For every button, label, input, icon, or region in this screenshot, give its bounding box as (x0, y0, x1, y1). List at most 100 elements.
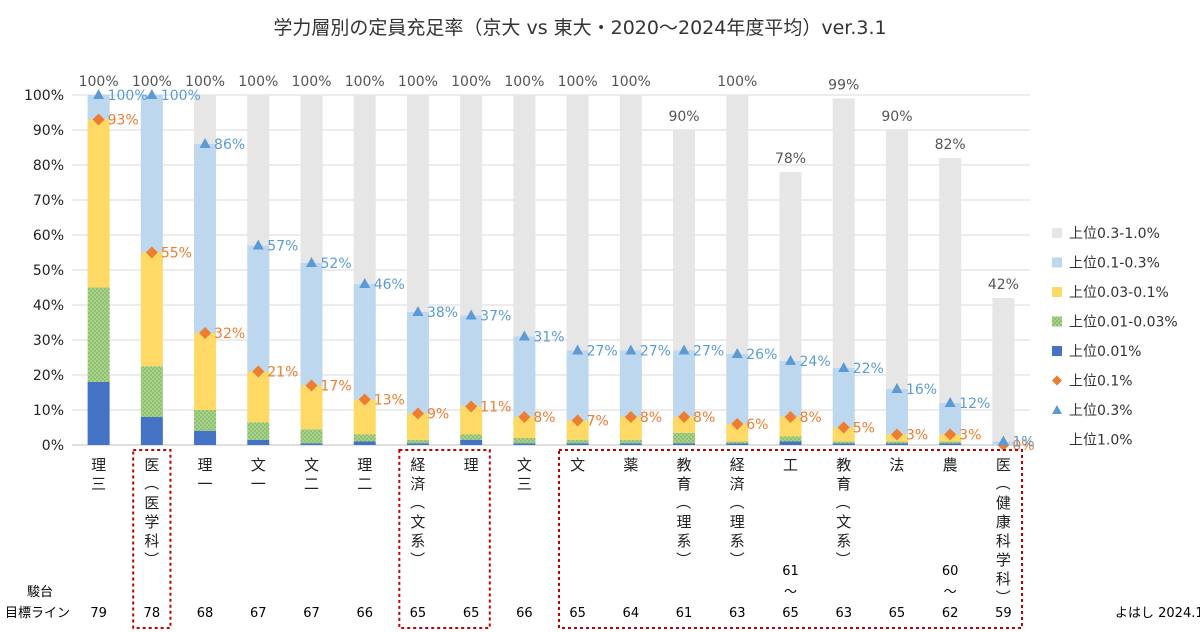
bar-segment (832, 441, 855, 444)
marker-top-0-3 (572, 344, 584, 355)
target-line-value: 68 (197, 606, 214, 621)
bar-segment (513, 95, 536, 337)
marker-top-0-3 (731, 348, 743, 358)
label-total: 90% (881, 109, 912, 125)
bar-segment (460, 406, 483, 435)
label-top-0-3: 1% (1012, 435, 1034, 451)
legend-label: 上位1.0% (1069, 433, 1133, 449)
bar-segment (87, 287, 110, 382)
target-line-value: 78 (144, 606, 161, 621)
marker-top-0-3 (465, 309, 477, 320)
target-line-row: 駿台 目標ライン よはし 2024.10 79 78 68 67 67 66 65 65 66 6… (5, 564, 1200, 621)
bar-segment (832, 98, 855, 368)
bar-segment (460, 439, 483, 445)
y-tick-label: 30% (33, 333, 64, 349)
category-label: 教 (836, 456, 851, 474)
category-label: ） (674, 551, 692, 566)
legend: 上位0.3-1.0% 上位0.1-0.3% 上位0.03-0.1% 上位0.01-0.… (1052, 226, 1178, 449)
marker-top-0-3 (518, 330, 530, 341)
bar-segment (673, 350, 696, 417)
target-line-value: 65 (782, 606, 799, 621)
label-top-0-3: 37% (480, 309, 511, 325)
bar-segment (513, 336, 536, 417)
label-top-0-3: 31% (533, 330, 564, 346)
bar-segment (832, 443, 855, 445)
marker-top-0-3 (306, 257, 317, 267)
legend-swatch (1052, 375, 1062, 386)
bar-segment (885, 441, 908, 444)
label-top-0-3: 26% (746, 347, 777, 363)
label-top-0-1: 55% (161, 246, 192, 262)
label-top-0-1: 7% (587, 414, 609, 430)
category-label: 薬 (623, 456, 638, 474)
marker-top-0-3 (838, 362, 850, 372)
category-label: 健 (996, 494, 1011, 512)
category-label: 系 (410, 532, 425, 550)
bar-segment (673, 432, 696, 444)
marker-top-0-1 (571, 414, 584, 427)
marker-top-0-3 (359, 278, 371, 288)
label-top-0-1: 8% (800, 410, 822, 426)
bar-segment (779, 417, 802, 437)
category-label: 一 (198, 475, 213, 493)
bar-segment (566, 350, 589, 421)
marker-top-0-3 (625, 344, 637, 355)
bar-segment (247, 422, 270, 440)
target-line-value: 67 (250, 606, 267, 621)
marker-top-0-1 (411, 407, 424, 420)
bar-segment (353, 284, 376, 400)
bar-segment (619, 439, 642, 444)
label-top-0-3: 86% (214, 137, 245, 153)
label-top-0-3: 100% (161, 88, 201, 104)
category-label: 文 (836, 513, 851, 531)
y-tick-label: 100% (24, 88, 64, 104)
bar-segment (939, 441, 962, 444)
bar-segment (194, 431, 217, 445)
label-top-0-3: 52% (321, 256, 352, 272)
bar-segment (566, 95, 589, 351)
label-total: 100% (185, 74, 225, 90)
bar-segment (406, 95, 429, 312)
category-label: （ (142, 475, 160, 490)
bar-segment (619, 417, 642, 440)
marker-top-0-1 (731, 418, 744, 430)
label-top-0-1: 9% (427, 407, 449, 423)
category-label: 医 (996, 456, 1011, 474)
bar-segment (779, 441, 802, 445)
category-label: 済 (410, 475, 425, 493)
marker-top-0-1 (252, 365, 265, 378)
bar-segment (194, 95, 217, 144)
target-line-mid: 〜 (944, 585, 957, 600)
marker-top-0-1 (358, 393, 371, 406)
label-top-0-3: 27% (587, 344, 618, 360)
legend-label: 上位0.3-1.0% (1069, 226, 1160, 242)
category-label: 二 (357, 475, 372, 493)
label-total: 82% (935, 137, 966, 153)
category-label: （ (674, 494, 692, 509)
bar-segment (300, 385, 323, 430)
category-label: ） (408, 551, 426, 566)
category-label: 三 (517, 475, 532, 493)
bar-segment (673, 130, 696, 351)
bars (87, 95, 1015, 445)
bar-segment (726, 443, 749, 445)
bottom-row-label-bottom: 目標ライン (5, 606, 70, 621)
label-total: 100% (611, 74, 651, 90)
category-label: 済 (730, 475, 745, 493)
category-label: 系 (677, 532, 692, 550)
legend-swatch (1052, 228, 1062, 238)
bar-segment (779, 436, 802, 442)
label-top-0-1: 13% (374, 393, 405, 409)
category-label: 育 (677, 475, 692, 493)
legend-label: 上位0.01% (1069, 344, 1141, 360)
target-line-value: 66 (516, 606, 533, 621)
label-total: 42% (988, 277, 1019, 293)
category-label: 科 (144, 532, 159, 550)
y-tick-label: 60% (33, 228, 64, 244)
bar-segment (460, 315, 483, 407)
bar-segment (247, 245, 270, 372)
label-top-0-3: 27% (693, 344, 724, 360)
label-total: 100% (291, 74, 331, 90)
target-line-value: 59 (995, 606, 1012, 621)
